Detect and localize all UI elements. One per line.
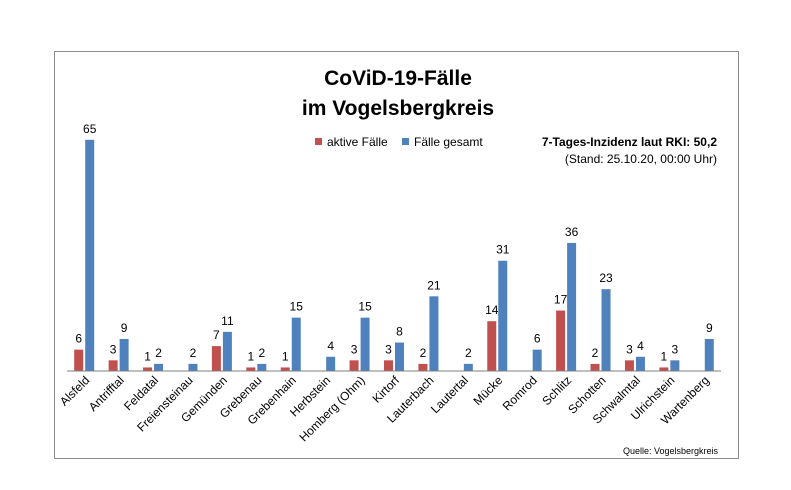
data-label-gesamt-14: 36 — [565, 225, 579, 239]
bar-aktive-1 — [108, 360, 118, 371]
data-label-aktive-9: 3 — [385, 342, 392, 356]
data-label-gesamt-12: 31 — [496, 243, 510, 257]
bar-gesamt-12 — [498, 260, 508, 371]
bar-gesamt-0 — [85, 139, 95, 371]
data-label-gesamt-9: 8 — [396, 325, 403, 339]
bar-gesamt-10 — [429, 296, 439, 371]
data-label-aktive-0: 6 — [75, 332, 82, 346]
x-tick-label-11: Lautertal — [428, 373, 471, 416]
data-label-gesamt-7: 4 — [327, 339, 334, 353]
bar-aktive-0 — [74, 349, 84, 371]
bar-aktive-16 — [624, 360, 634, 371]
data-label-gesamt-2: 2 — [155, 346, 162, 360]
legend-label-gesamt: Fälle gesamt — [414, 135, 483, 149]
source-note: Quelle: Vogelsbergkreis — [623, 446, 719, 456]
data-label-gesamt-15: 23 — [599, 271, 613, 285]
legend-label-aktive: aktive Fälle — [327, 135, 388, 149]
bar-gesamt-6 — [291, 317, 301, 371]
data-label-gesamt-5: 2 — [258, 346, 265, 360]
bar-aktive-6 — [280, 367, 290, 371]
data-label-gesamt-6: 15 — [290, 300, 304, 314]
incidence-note: 7-Tages-Inzidenz laut RKI: 50,2 — [542, 135, 717, 149]
bar-gesamt-9 — [395, 342, 404, 371]
data-label-gesamt-4: 11 — [221, 314, 234, 328]
bar-gesamt-17 — [670, 360, 680, 371]
bar-gesamt-14 — [567, 242, 577, 371]
data-label-aktive-17: 1 — [661, 349, 668, 363]
data-label-gesamt-18: 9 — [706, 321, 713, 335]
legend-swatch-gesamt — [402, 138, 409, 145]
chart-title-line2: im Vogelsbergkreis — [302, 97, 494, 120]
data-label-aktive-10: 2 — [420, 346, 427, 360]
data-label-gesamt-3: 2 — [190, 346, 197, 360]
bar-aktive-14 — [556, 310, 566, 371]
data-label-gesamt-10: 21 — [427, 278, 441, 292]
bar-gesamt-5 — [257, 363, 267, 371]
bar-gesamt-11 — [463, 363, 473, 371]
data-label-gesamt-1: 9 — [121, 321, 128, 335]
legend-swatch-aktive — [315, 138, 322, 145]
data-label-aktive-2: 1 — [144, 349, 151, 363]
chart-svg: CoViD-19-Fälle im Vogelsbergkreis aktive… — [57, 67, 721, 456]
bar-aktive-2 — [143, 367, 153, 371]
stand-note: (Stand: 25.10.20, 00:00 Uhr) — [565, 152, 717, 166]
bar-gesamt-13 — [532, 349, 542, 371]
data-label-aktive-4: 7 — [213, 328, 220, 342]
bar-gesamt-4 — [222, 331, 232, 371]
data-label-aktive-15: 2 — [592, 346, 599, 360]
bar-aktive-17 — [659, 367, 669, 371]
x-tick-label-1: Antrifftal — [86, 373, 127, 414]
bar-gesamt-1 — [119, 338, 129, 371]
bar-aktive-15 — [590, 363, 600, 371]
data-label-aktive-14: 17 — [554, 293, 568, 307]
bar-gesamt-7 — [326, 356, 336, 371]
bar-aktive-9 — [384, 360, 393, 371]
data-label-aktive-16: 3 — [626, 342, 633, 356]
data-label-aktive-6: 1 — [282, 349, 289, 363]
bar-gesamt-15 — [601, 289, 611, 371]
bar-gesamt-16 — [635, 356, 645, 371]
data-label-aktive-12: 14 — [485, 303, 499, 317]
data-label-gesamt-11: 2 — [465, 346, 472, 360]
data-label-gesamt-16: 4 — [637, 339, 644, 353]
data-label-gesamt-17: 3 — [672, 342, 679, 356]
chart-title-line1: CoViD-19-Fälle — [324, 67, 472, 90]
chart-frame: CoViD-19-Fälle im Vogelsbergkreis aktive… — [54, 51, 739, 459]
x-tick-label-9: Kirtorf — [370, 373, 403, 406]
bar-aktive-10 — [418, 363, 428, 371]
data-label-gesamt-13: 6 — [534, 332, 541, 346]
data-label-aktive-8: 3 — [351, 342, 358, 356]
bar-aktive-8 — [349, 360, 359, 371]
bar-aktive-5 — [246, 367, 256, 371]
bar-gesamt-3 — [188, 363, 198, 371]
bar-gesamt-18 — [704, 338, 714, 371]
data-label-aktive-1: 3 — [110, 342, 117, 356]
bar-aktive-12 — [487, 321, 497, 371]
data-label-gesamt-8: 15 — [358, 300, 372, 314]
data-label-aktive-5: 1 — [247, 349, 254, 363]
data-label-gesamt-0: 65 — [83, 122, 97, 136]
x-tick-label-13: Romrod — [500, 373, 540, 413]
bar-gesamt-8 — [360, 317, 370, 371]
bar-aktive-4 — [211, 346, 221, 371]
bar-gesamt-2 — [154, 363, 164, 371]
